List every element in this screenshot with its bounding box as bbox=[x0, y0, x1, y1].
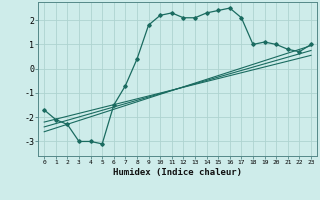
X-axis label: Humidex (Indice chaleur): Humidex (Indice chaleur) bbox=[113, 168, 242, 177]
